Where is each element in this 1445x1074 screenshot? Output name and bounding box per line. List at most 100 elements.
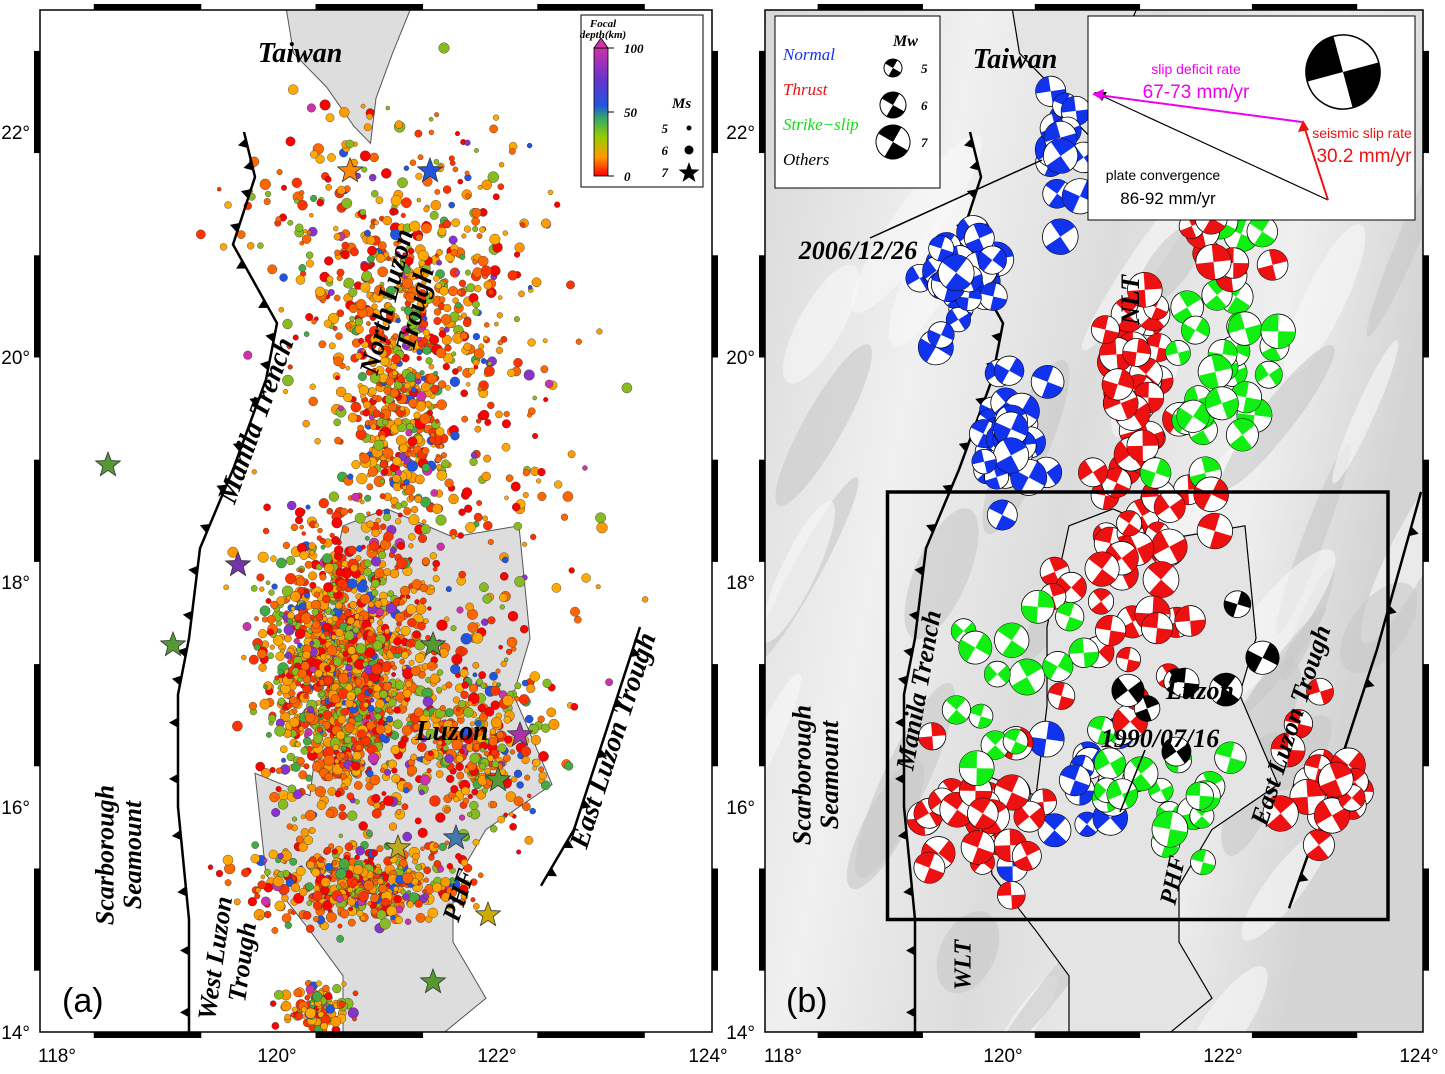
event-dot	[377, 910, 387, 920]
event-dot	[464, 226, 471, 233]
event-dot	[404, 166, 409, 171]
event-dot	[525, 715, 533, 723]
event-dot	[348, 1008, 359, 1019]
event-dot	[386, 906, 396, 916]
event-dot	[489, 672, 497, 680]
event-dot	[435, 419, 439, 423]
event-dot	[391, 915, 396, 920]
legend-size-label: 6	[921, 98, 928, 113]
event-dot	[405, 919, 411, 925]
event-dot	[443, 220, 451, 228]
event-dot	[315, 287, 325, 297]
event-dot	[380, 524, 386, 530]
event-dot	[459, 571, 466, 578]
event-dot	[270, 645, 275, 650]
frame-bar	[34, 868, 40, 970]
event-dot	[334, 233, 341, 240]
event-dot	[311, 600, 321, 610]
event-dot	[314, 523, 319, 528]
event-dot	[364, 880, 374, 890]
event-dot	[379, 682, 384, 687]
event-dot	[470, 801, 479, 810]
event-dot	[409, 495, 414, 500]
event-dot	[286, 596, 290, 600]
event-dot	[393, 457, 402, 466]
event-dot	[484, 322, 489, 327]
event-dot	[286, 556, 295, 565]
colorbar-tick-label: 100	[624, 41, 644, 56]
event-dot	[284, 635, 291, 642]
event-dot	[381, 898, 389, 906]
event-dot	[479, 410, 489, 420]
event-dot	[400, 586, 410, 596]
event-dot	[346, 664, 353, 671]
event-dot	[337, 186, 345, 194]
event-dot	[280, 746, 287, 753]
event-dot	[490, 825, 497, 832]
event-dot	[282, 914, 291, 923]
size-legend-mark	[685, 146, 694, 155]
event-dot	[357, 693, 365, 701]
event-dot	[359, 891, 369, 901]
event-dot	[461, 859, 468, 866]
event-dot	[334, 295, 340, 301]
event-dot	[474, 349, 484, 359]
event-dot	[252, 842, 259, 849]
event-dot	[345, 322, 351, 328]
event-dot	[339, 834, 343, 838]
event-dot	[418, 250, 429, 261]
event-dot	[476, 419, 481, 424]
event-dot	[402, 894, 409, 901]
event-dot	[419, 790, 424, 795]
event-dot	[483, 336, 488, 341]
event-dot	[474, 513, 482, 521]
event-dot	[339, 753, 345, 759]
event-dot	[392, 768, 398, 774]
event-dot	[498, 184, 504, 190]
event-dot	[434, 159, 439, 164]
event-dot	[342, 198, 352, 208]
lon-tick-label: 122°	[1203, 1046, 1242, 1067]
event-dot	[445, 385, 450, 390]
event-dot	[439, 43, 450, 54]
event-dot	[504, 496, 508, 500]
event-dot	[264, 504, 271, 511]
event-dot	[371, 579, 379, 587]
event-dot	[417, 198, 421, 202]
event-dot	[298, 842, 307, 851]
event-dot	[375, 600, 382, 607]
event-dot	[532, 278, 541, 287]
event-dot	[479, 671, 486, 678]
event-dot	[424, 878, 429, 883]
event-dot	[458, 700, 466, 708]
event-dot	[355, 318, 363, 326]
event-dot	[445, 754, 454, 763]
event-dot	[360, 760, 365, 765]
event-dot	[381, 168, 391, 178]
event-dot	[538, 751, 548, 761]
event-dot	[376, 518, 381, 523]
event-dot	[352, 1017, 356, 1021]
event-dot	[457, 607, 464, 614]
event-dot	[469, 684, 478, 693]
event-dot	[415, 496, 422, 503]
event-dot	[309, 784, 316, 791]
event-dot	[344, 736, 352, 744]
event-dot	[409, 221, 420, 232]
event-dot	[348, 288, 357, 297]
event-dot	[356, 473, 367, 484]
focal-mechanism	[1127, 430, 1159, 462]
event-dot	[380, 768, 385, 773]
event-dot	[351, 762, 360, 771]
event-dot	[482, 472, 491, 481]
event-dot	[502, 443, 510, 451]
event-dot	[554, 481, 562, 489]
event-dot	[484, 366, 494, 376]
event-dot	[497, 731, 504, 738]
event-dot	[223, 855, 233, 865]
event-dot	[368, 705, 374, 711]
event-dot	[225, 202, 232, 209]
event-dot	[429, 130, 434, 135]
event-dot	[331, 635, 336, 640]
place-label: WLT	[950, 939, 976, 991]
